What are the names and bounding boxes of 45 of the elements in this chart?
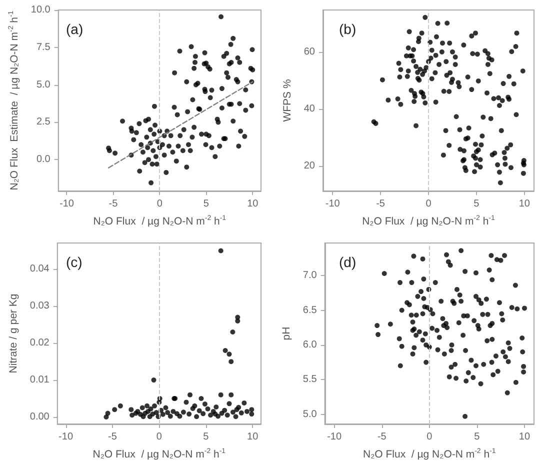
x-tick-label: -5 [108, 198, 118, 210]
y-tick-label: 0.00 [30, 411, 50, 422]
y-axis-title: Nitrate / g per Kg [8, 294, 20, 374]
y-tick-label: 6.0 [302, 339, 318, 350]
x-tick-label: 10 [518, 432, 530, 442]
x-tick-label: 5 [203, 198, 210, 210]
y-tick-label: 5.0 [302, 408, 318, 420]
y-tick-label: 0.0 [36, 154, 51, 166]
y-tick-label: 6.5 [302, 304, 318, 316]
x-tick-label: 10 [247, 432, 259, 442]
y-axis-title: pH [280, 326, 292, 340]
annotation: (b) [339, 21, 356, 37]
annotation: (a) [66, 21, 84, 37]
x-tick-label: -10 [58, 432, 74, 442]
x-tick-label: -5 [108, 432, 118, 442]
x-tick-label: 0 [156, 198, 163, 210]
y-tick-label: 2.5 [36, 116, 51, 128]
y-tick-label: 5.5 [302, 374, 318, 386]
y-tick-label: 10.0 [30, 4, 51, 16]
y-tick-label: 0.01 [30, 374, 50, 386]
x-tick-label: 10 [247, 198, 259, 210]
x-tick-label: 0 [426, 198, 432, 210]
y-tick-label: 5.0 [36, 79, 51, 90]
y-tick-label: 20 [304, 160, 316, 172]
x-tick-label: -10 [325, 198, 340, 210]
y-tick-label: 7.5 [36, 42, 51, 53]
y-tick-label: 0.03 [30, 300, 50, 312]
y-tick-label: 0.02 [30, 338, 50, 349]
x-tick-label: 5 [474, 198, 480, 210]
x-tick-label: -5 [376, 198, 386, 210]
annotation: (d) [339, 254, 356, 270]
y-tick-label: 40 [304, 103, 316, 114]
x-tick-label: 5 [203, 432, 210, 442]
x-tick-label: -10 [60, 198, 74, 210]
annotation: (c) [66, 254, 82, 270]
x-tick-label: -10 [327, 432, 342, 442]
x-tick-label: 0 [156, 432, 162, 442]
y-tick-label: 60 [304, 46, 316, 58]
x-tick-label: -5 [377, 432, 387, 442]
y-axis-title: WFPS % [281, 79, 294, 122]
y-tick-label: 0.04 [30, 264, 50, 275]
x-tick-label: 5 [474, 432, 480, 442]
y-tick-label: 7.0 [302, 270, 318, 282]
x-tick-label: 10 [518, 198, 530, 210]
x-tick-label: 0 [426, 432, 433, 442]
